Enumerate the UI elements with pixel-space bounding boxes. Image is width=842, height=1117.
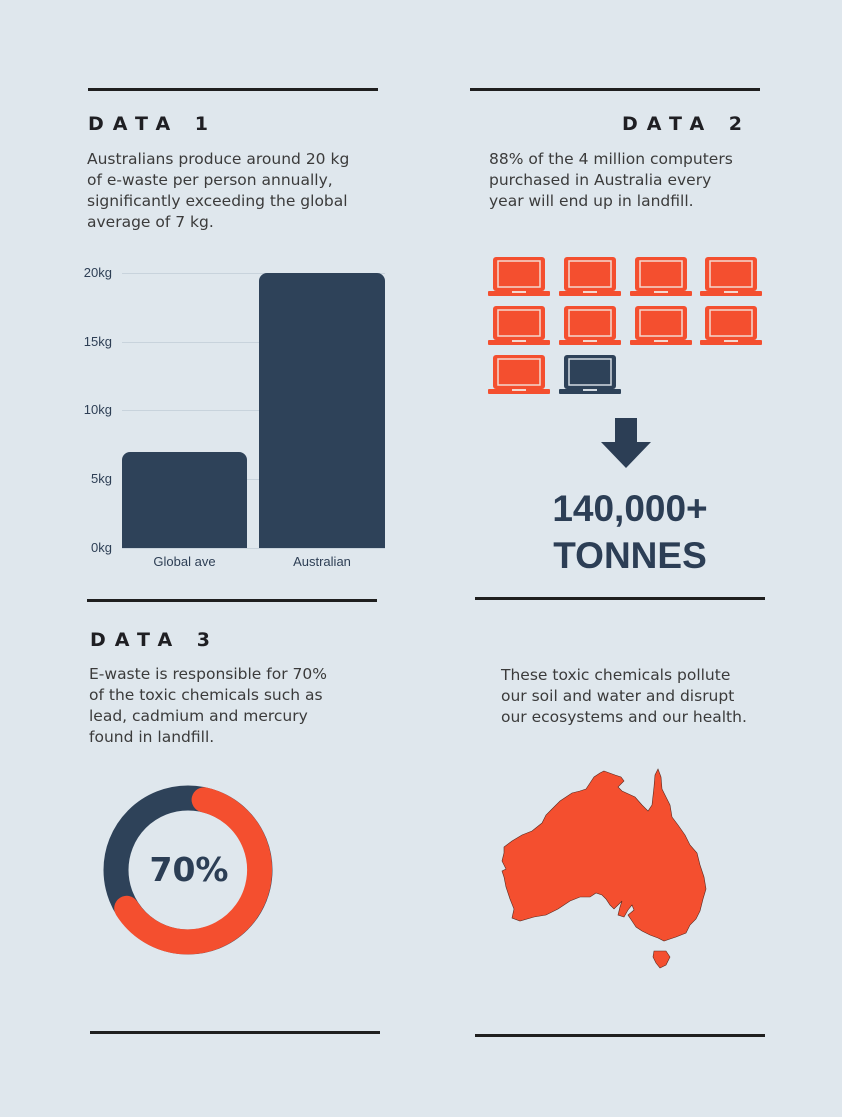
stat-unit: TONNES <box>553 535 707 576</box>
donut-chart-toxic-chemicals <box>103 785 273 955</box>
x-label-global-ave: Global ave <box>153 554 216 568</box>
y-tick-0: 0kg <box>91 540 112 555</box>
gridline-20 <box>122 273 385 274</box>
laptop-icon-dark <box>559 355 621 394</box>
data2-heading: DATA 2 <box>622 113 752 135</box>
bar-chart-ewaste-per-person: 20kg 15kg 10kg 5kg 0kg Global ave Austra… <box>75 262 395 572</box>
laptop-icon <box>488 306 550 345</box>
laptop-icon <box>700 306 762 345</box>
arrow-down-icon <box>601 418 651 468</box>
laptop-icon <box>488 257 550 296</box>
laptop-icon <box>488 355 550 394</box>
bar-global-ave <box>122 452 247 548</box>
laptop-icon <box>700 257 762 296</box>
gridline-0 <box>122 548 385 549</box>
divider-top-left <box>88 88 378 91</box>
australia-map-icon <box>501 768 707 969</box>
laptop-icon <box>630 306 692 345</box>
data4-text: These toxic chemicals pollute our soil a… <box>501 666 747 726</box>
laptop-icon-grid <box>488 256 768 401</box>
y-tick-15: 15kg <box>83 334 112 349</box>
y-tick-5: 5kg <box>91 471 112 486</box>
data3-text: E-waste is responsible for 70% of the to… <box>89 665 327 746</box>
bar-australian <box>259 273 385 548</box>
divider-bottom-right <box>475 1034 765 1037</box>
gridline-10 <box>122 410 385 411</box>
data3-heading: DATA 3 <box>90 629 220 651</box>
divider-mid-left <box>87 599 377 602</box>
y-tick-10: 10kg <box>83 402 112 417</box>
x-label-australian: Australian <box>293 554 351 568</box>
divider-top-right <box>470 88 760 91</box>
data1-text: Australians produce around 20 kg of e-wa… <box>87 150 350 231</box>
gridline-15 <box>122 342 385 343</box>
data1-heading: DATA 1 <box>88 113 218 135</box>
donut-center-label: 70% <box>149 850 229 889</box>
gridline-5 <box>122 479 385 480</box>
y-tick-20: 20kg <box>83 265 112 280</box>
data2-text: 88% of the 4 million computers purchased… <box>489 150 733 210</box>
stat-value: 140,000+ <box>552 488 708 529</box>
divider-mid-right <box>475 597 765 600</box>
laptop-icon <box>559 257 621 296</box>
divider-bottom-left <box>90 1031 380 1034</box>
laptop-icon <box>630 257 692 296</box>
laptop-icon <box>559 306 621 345</box>
